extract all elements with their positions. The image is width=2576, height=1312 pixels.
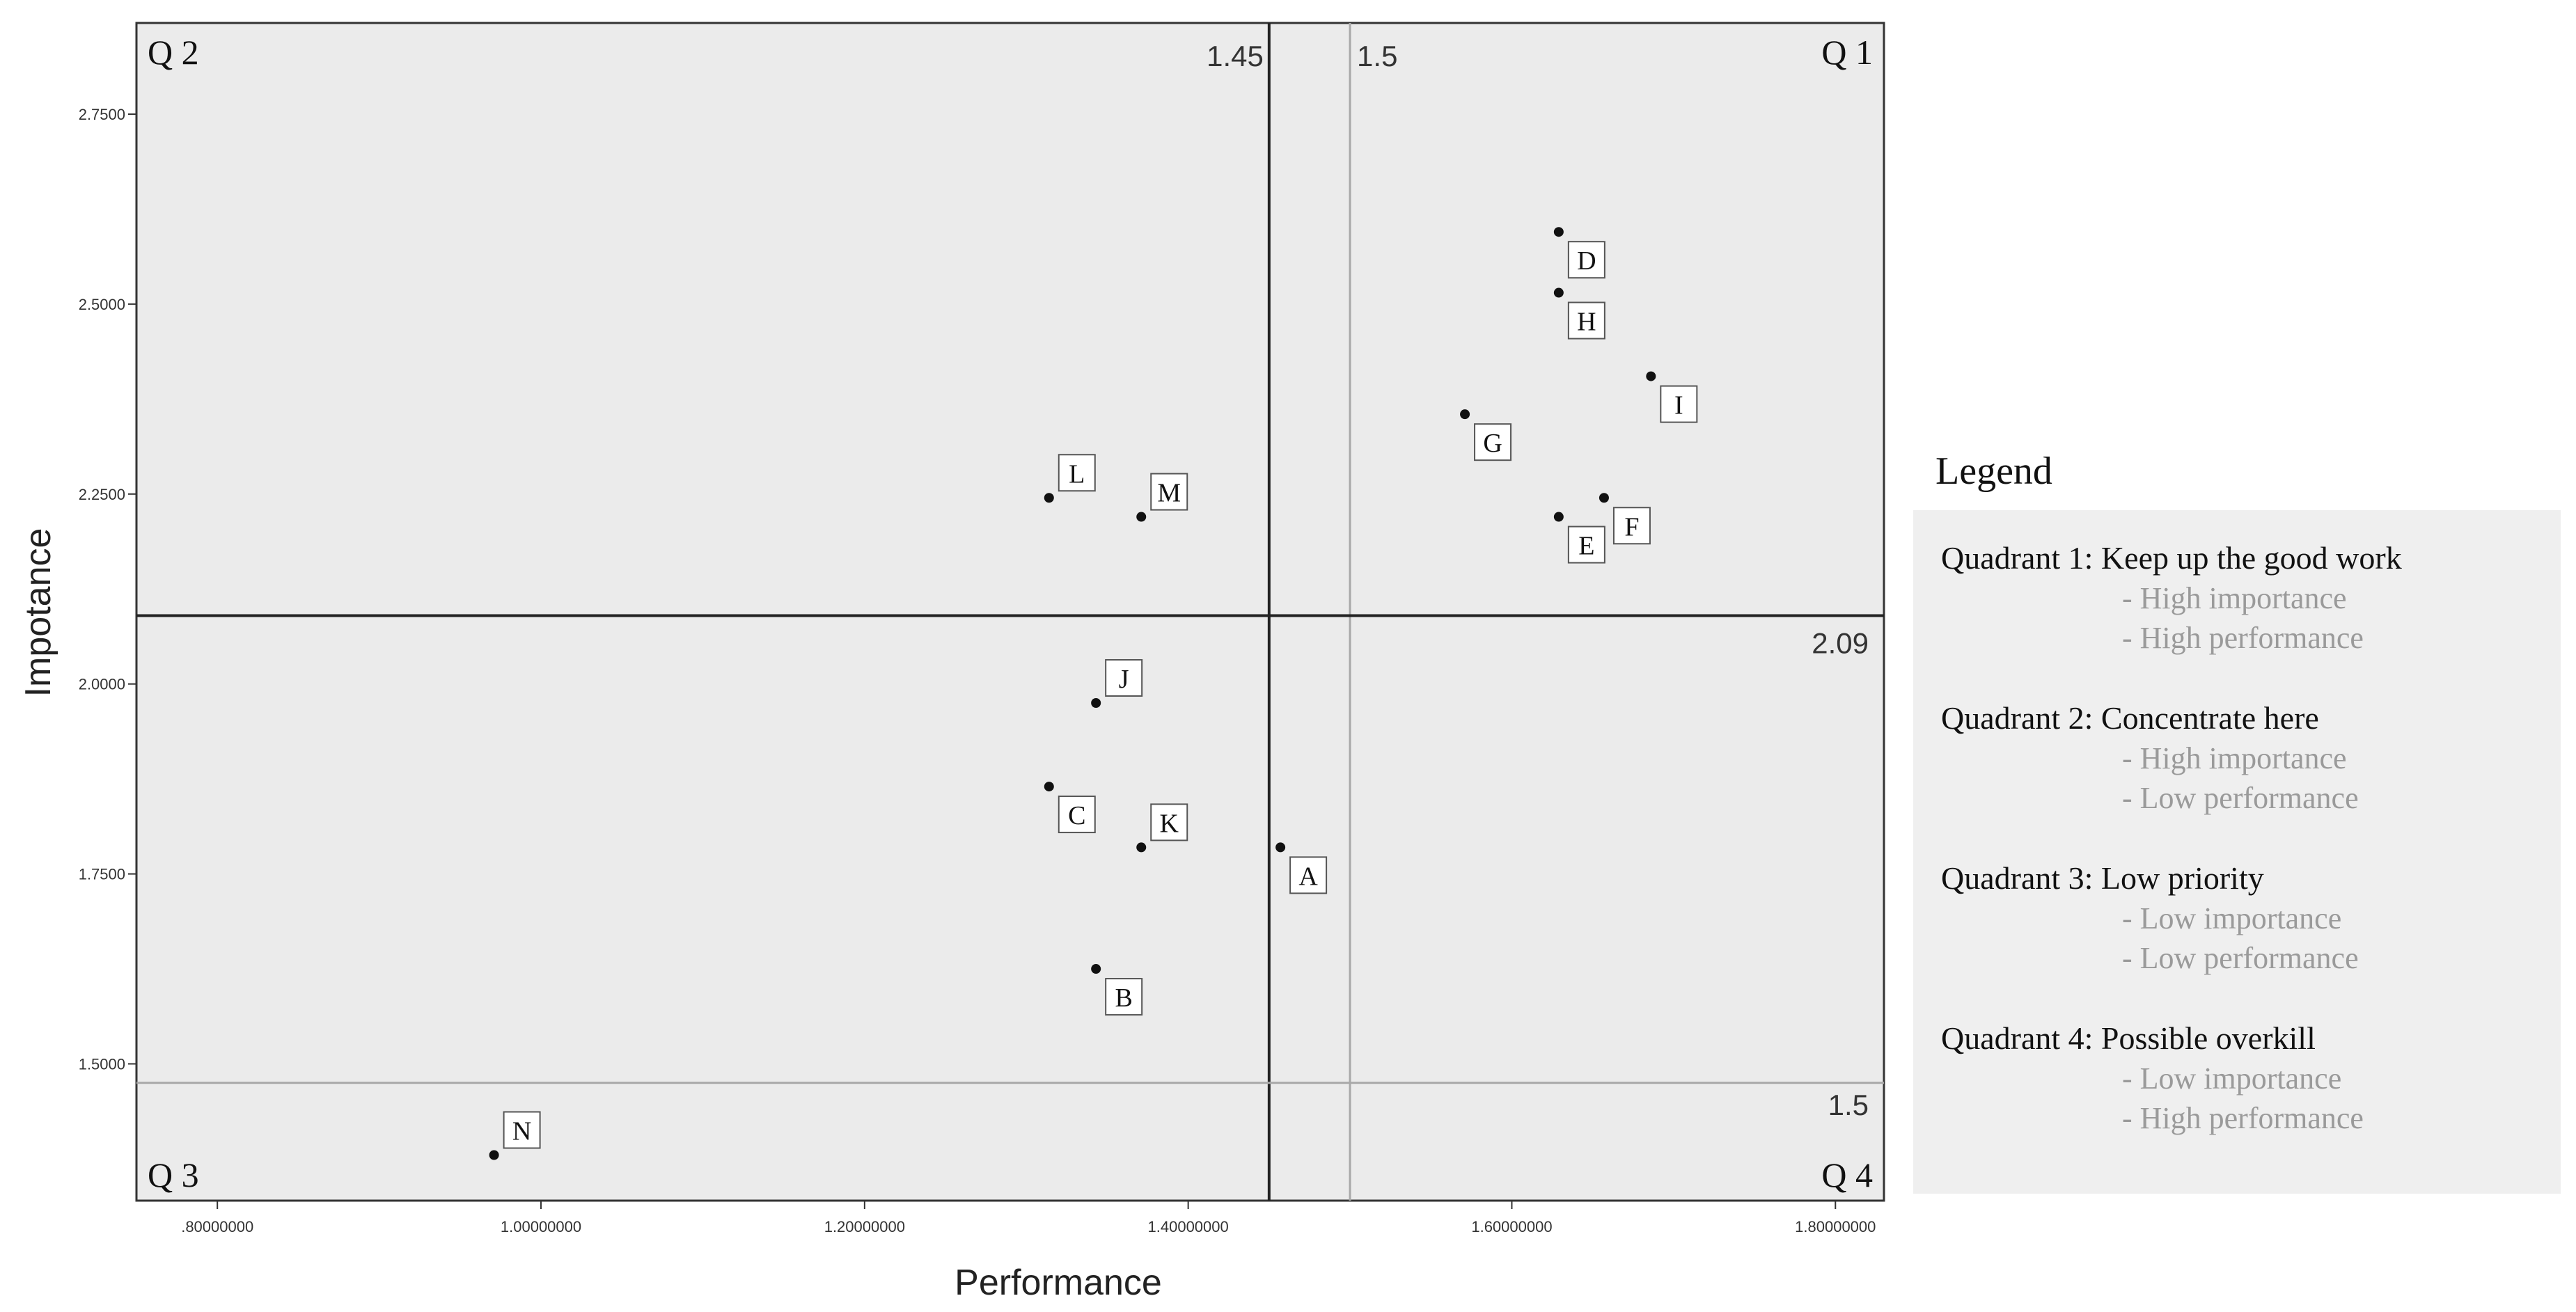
data-point-g: [1460, 409, 1470, 420]
x-axis-title: Performance: [955, 1263, 1162, 1303]
point-label: E: [1578, 532, 1594, 561]
point-label-box: [503, 1111, 541, 1149]
point-label-box: [1105, 978, 1143, 1016]
x-tick-label: 1.80000000: [1795, 1218, 1876, 1235]
point-label: D: [1577, 246, 1596, 276]
y-tick-label: 2.0000: [79, 676, 125, 693]
data-point-k: [1136, 842, 1147, 853]
point-label-box: [1289, 856, 1328, 894]
x-tick-label: 1.20000000: [824, 1218, 905, 1235]
point-label: J: [1119, 665, 1129, 694]
data-point-d: [1553, 227, 1564, 237]
y-axis-title: Impotance: [18, 528, 58, 697]
legend-heading: Quadrant 4: Possible overkill: [1941, 1020, 2316, 1056]
legend-item-q2: Quadrant 2: Concentrate here - High impo…: [1941, 700, 2359, 816]
x-tick-label: 1.40000000: [1148, 1218, 1229, 1235]
quadrant-label-q4: Q 4: [1821, 1155, 1873, 1194]
point-label: A: [1298, 862, 1318, 891]
point-label: N: [512, 1117, 531, 1146]
legend-title: Legend: [1935, 450, 2052, 493]
reference-line-label: 1.5: [1357, 40, 1397, 72]
data-point-l: [1044, 493, 1054, 503]
legend-box: Quadrant 1: Keep up the good work - High…: [1913, 510, 2561, 1194]
x-tick-label: .80000000: [181, 1218, 253, 1235]
legend-heading: Quadrant 2: Concentrate here: [1941, 700, 2319, 736]
point-label: I: [1674, 391, 1683, 420]
point-label-box: [1474, 423, 1512, 461]
point-label-box: [1612, 507, 1651, 545]
point-label-box: [1058, 454, 1096, 492]
data-point-a: [1275, 842, 1286, 853]
y-tick-label: 1.7500: [79, 866, 125, 883]
point-label-box: [1058, 796, 1096, 834]
legend-line: - High importance: [2122, 581, 2347, 615]
point-label-box: [1567, 241, 1605, 279]
data-point-h: [1553, 287, 1564, 298]
legend-heading: Quadrant 3: Low priority: [1941, 860, 2264, 896]
data-point-e: [1553, 512, 1564, 522]
legend-item-q1: Quadrant 1: Keep up the good work - High…: [1941, 539, 2402, 656]
point-label-box: [1150, 473, 1188, 511]
data-point-m: [1136, 512, 1147, 522]
y-tick-label: 2.2500: [79, 486, 125, 503]
legend-line: - Low performance: [2122, 941, 2359, 975]
legend-line: - High performance: [2122, 621, 2364, 655]
point-label: F: [1624, 512, 1639, 542]
data-point-c: [1044, 782, 1054, 792]
legend-item-q3: Quadrant 3: Low priority - Low importanc…: [1941, 860, 2359, 976]
point-label: M: [1157, 479, 1181, 508]
ipa-scatter-chart: 1.45 1.5 2.09 1.5 .80000000 1.00000000 1.2000…: [18, 22, 1885, 1303]
reference-line-label: 1.5: [1828, 1089, 1869, 1121]
quadrant-label-q2: Q 2: [148, 33, 199, 72]
data-point-j: [1091, 697, 1101, 708]
legend-line: - Low performance: [2122, 781, 2359, 815]
y-tick-label: 2.7500: [79, 106, 125, 123]
legend-item-q4: Quadrant 4: Possible overkill - Low impo…: [1941, 1020, 2364, 1136]
point-label: L: [1069, 459, 1085, 489]
quadrant-label-q3: Q 3: [148, 1155, 199, 1194]
point-label-box: [1660, 385, 1698, 423]
y-tick-label: 2.5000: [79, 296, 125, 313]
point-label: B: [1115, 983, 1132, 1013]
legend-line: - Low importance: [2122, 901, 2342, 935]
data-point-f: [1599, 493, 1609, 503]
reference-line-label: 2.09: [1812, 626, 1869, 659]
x-tick-label: 1.00000000: [501, 1218, 581, 1235]
legend-line: - High importance: [2122, 741, 2347, 775]
reference-line-label: 1.45: [1207, 40, 1264, 72]
point-label-box: [1105, 658, 1143, 697]
x-tick-label: 1.60000000: [1471, 1218, 1552, 1235]
data-point-n: [489, 1150, 499, 1160]
point-label-box: [1567, 525, 1605, 564]
legend-line: - High performance: [2122, 1101, 2364, 1135]
data-point-i: [1646, 371, 1656, 381]
point-label-box: [1150, 803, 1188, 841]
point-label-box: [1567, 301, 1605, 340]
quadrant-label-q1: Q 1: [1821, 33, 1873, 72]
plot-area: [135, 22, 1885, 1202]
point-label: C: [1068, 801, 1085, 830]
y-tick-label: 1.5000: [79, 1056, 125, 1073]
point-label: G: [1483, 429, 1502, 458]
legend-line: - Low importance: [2122, 1061, 2342, 1096]
point-label: K: [1160, 809, 1179, 838]
point-label: H: [1577, 308, 1596, 337]
data-point-b: [1091, 964, 1101, 974]
legend-heading: Quadrant 1: Keep up the good work: [1941, 540, 2402, 576]
